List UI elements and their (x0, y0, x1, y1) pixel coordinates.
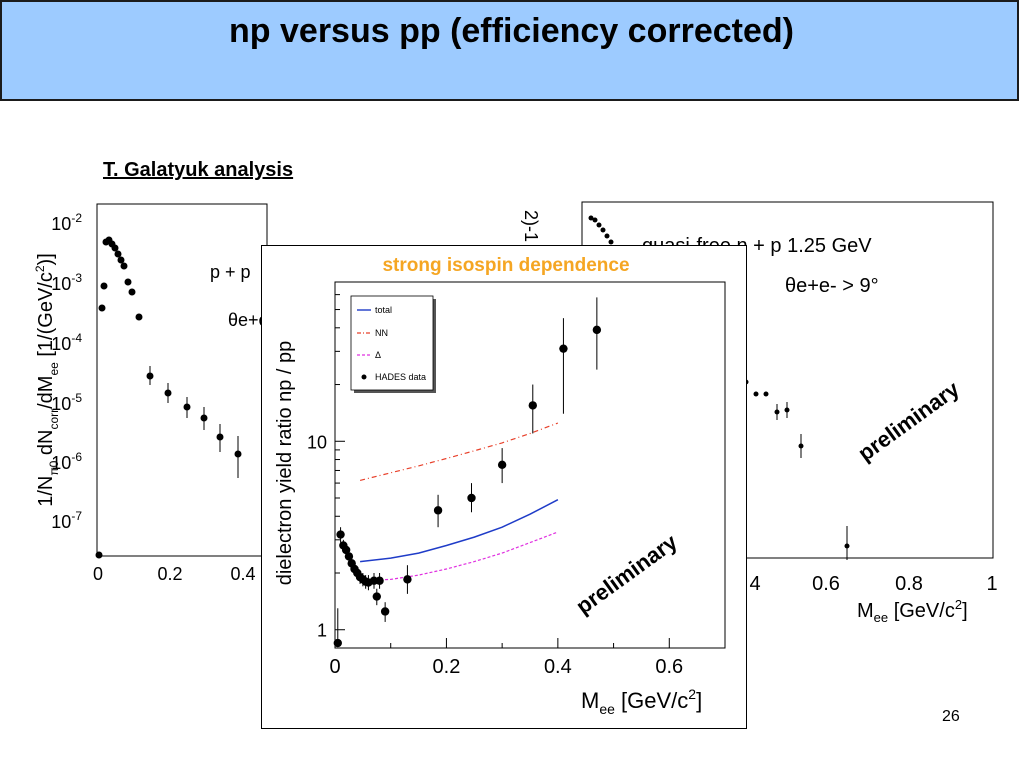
left-data-point (100, 282, 108, 290)
chart-title: strong isospin dependence (382, 255, 629, 276)
right-preliminary: preliminary (853, 376, 964, 466)
left-legend-reaction: p + p (210, 262, 251, 282)
axis-ticks: 0 0.2 0.4 0.6 1 10 (307, 294, 683, 678)
right-xtick: 4 (749, 573, 760, 595)
data-point (380, 607, 390, 616)
legend-delta-label: Δ (375, 350, 381, 360)
right-data-point (608, 239, 614, 245)
right-data-point (753, 391, 759, 397)
right-plot-ylabel-fragment: 2)-1 ] (521, 210, 541, 252)
left-plot-ylabel: 1/Nπ0 dNcorr/dMee [1/(GeV/c2)] (33, 253, 61, 507)
left-data-point (95, 551, 103, 559)
left-data-point (111, 244, 119, 252)
right-xtick: 0.8 (895, 573, 923, 595)
left-data-point (124, 278, 132, 286)
left-ytick: 10-6 (51, 450, 82, 473)
left-plot-yticks: 10-2 10-3 10-4 10-5 10-6 10-7 (51, 211, 82, 532)
x-tick-label: 0 (329, 656, 340, 678)
data-point (497, 460, 507, 470)
right-data-point (596, 222, 602, 228)
right-data-point (763, 391, 769, 397)
left-plot-errorbars (149, 366, 239, 478)
page-number: 26 (942, 708, 960, 725)
right-plot-xlabel: Mee [GeV/c2] (857, 597, 968, 625)
curve-delta (360, 531, 559, 582)
left-plot: 1/Nπ0 dNcorr/dMee [1/(GeV/c2)] 10-2 10-3… (33, 203, 269, 584)
right-xtick: 1 (986, 573, 997, 595)
right-data-point (604, 233, 610, 239)
legend-data-label: HADES data (375, 372, 426, 382)
right-data-point (592, 217, 598, 223)
model-curves (359, 422, 559, 582)
legend: total NN Δ HADES data (350, 295, 436, 393)
right-legend-cut: θe+e- > 9° (785, 275, 879, 297)
data-point (336, 530, 345, 539)
left-plot-markers (95, 236, 242, 559)
left-data-point (98, 304, 106, 312)
y-tick-label: 10 (307, 432, 327, 452)
left-xtick: 0.2 (157, 564, 182, 584)
y-tick-label: 1 (317, 621, 327, 641)
left-plot-xticks: 0 0.2 0.4 (93, 564, 256, 584)
curve-total (360, 499, 559, 563)
data-point (528, 401, 537, 410)
left-xtick: 0.4 (230, 564, 255, 584)
legend-total-label: total (375, 305, 392, 315)
data-point (344, 552, 354, 561)
data-point (403, 575, 412, 584)
data-point (333, 638, 342, 648)
legend-data-marker (361, 374, 367, 380)
right-xtick: 0.6 (812, 573, 840, 595)
ratio-plot: strong isospin dependence dielectron yie… (274, 255, 726, 717)
left-ytick: 10-4 (51, 331, 82, 354)
legend-box (350, 295, 434, 391)
data-point (375, 576, 384, 585)
x-axis-label: Mee [GeV/c2] (581, 686, 702, 717)
preliminary-stamp: preliminary (571, 529, 682, 619)
left-data-point (117, 256, 125, 264)
left-ytick: 10-7 (51, 509, 82, 532)
slide-title: np versus pp (efficiency corrected) (229, 12, 794, 50)
curve-nn (359, 422, 559, 481)
left-ytick: 10-3 (51, 271, 82, 294)
left-xtick: 0 (93, 564, 103, 584)
left-ytick: 10-5 (51, 391, 82, 414)
data-point (559, 344, 568, 353)
data-point (467, 493, 476, 503)
data-points (333, 297, 602, 648)
x-tick-label: 0.2 (433, 656, 461, 678)
left-legend-cut: θe+e (228, 310, 269, 330)
author-credit: T. Galatyuk analysis (103, 159, 294, 181)
data-point (341, 545, 351, 555)
right-data-point (600, 227, 606, 233)
left-data-point (128, 288, 136, 296)
x-tick-label: 0.6 (655, 656, 683, 678)
left-plot-frame (96, 203, 268, 557)
y-axis-label: dielectron yield ratio np / pp (274, 341, 296, 586)
x-tick-label: 0.4 (544, 656, 572, 678)
left-data-point (120, 262, 128, 270)
data-point (592, 325, 602, 335)
left-data-point (135, 313, 143, 321)
data-point (433, 506, 443, 515)
right-plot-errorbars (776, 402, 848, 560)
right-data-point (588, 215, 594, 221)
title-bar: np versus pp (efficiency corrected) (0, 0, 1019, 101)
plot-area-frame (334, 281, 726, 649)
data-point (372, 592, 381, 601)
left-ytick: 10-2 (51, 211, 82, 234)
legend-nn-label: NN (375, 328, 388, 338)
right-plot-xticks: 4 0.6 0.8 1 (749, 573, 997, 595)
left-data-point (114, 250, 122, 258)
